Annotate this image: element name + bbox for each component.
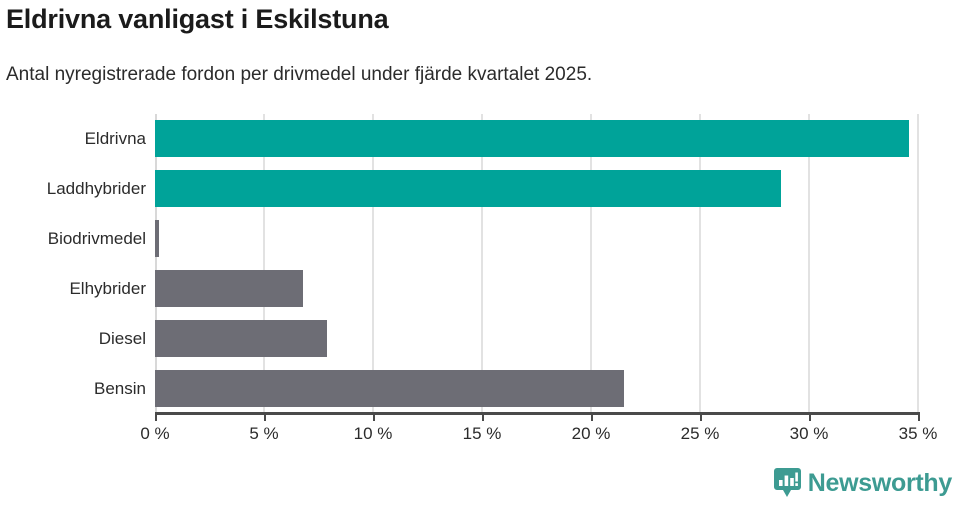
tick-label: 5 % <box>249 424 279 443</box>
x-axis-line <box>155 412 919 415</box>
bar-bensin <box>155 369 624 407</box>
tick-label: 35 % <box>898 424 938 443</box>
tick-label: 30 % <box>789 424 829 443</box>
tick-label: 0 % <box>140 424 170 443</box>
category-label: Eldrivna <box>84 129 146 149</box>
gridline <box>481 114 483 413</box>
tick-mark <box>591 412 593 421</box>
tick-mark <box>264 412 266 421</box>
brand-name: Newsworthy <box>807 468 953 497</box>
bar-biodrivmedel <box>155 220 160 258</box>
category-label: Biodrivmedel <box>47 229 146 249</box>
gridline <box>155 114 157 413</box>
chart-subtitle: Antal nyregistrerade fordon per drivmede… <box>6 64 593 85</box>
tick-mark <box>155 412 157 421</box>
bar-chart-speech-bubble-icon <box>773 468 801 497</box>
tick-label: 10 % <box>353 424 393 443</box>
tick-label: 15 % <box>462 424 502 443</box>
bar-row <box>155 369 918 407</box>
bar-elhybrider <box>155 269 304 307</box>
bar-row <box>155 220 918 258</box>
gridline <box>699 114 701 413</box>
bar-row <box>155 269 918 307</box>
tick-mark <box>482 412 484 421</box>
bar-eldrivna <box>155 120 910 158</box>
newsworthy-logo[interactable]: Newsworthy <box>773 468 953 498</box>
bar-row <box>155 120 918 158</box>
gridline <box>372 114 374 413</box>
tick-mark <box>700 412 702 421</box>
category-label: Laddhybrider <box>46 179 146 199</box>
tick-label: 25 % <box>680 424 720 443</box>
gridline <box>590 114 592 413</box>
gridlines <box>155 114 919 413</box>
y-axis-category-labels: Eldrivna Laddhybrider Biodrivmedel Elhybrid… <box>0 114 146 413</box>
tick-mark <box>373 412 375 421</box>
tick-label: 20 % <box>571 424 611 443</box>
plot-area <box>155 114 919 413</box>
gridline <box>917 114 919 413</box>
tick-mark <box>809 412 811 421</box>
bar-laddhybrider <box>155 170 781 208</box>
tick-mark <box>918 412 920 421</box>
category-label: Bensin <box>94 378 146 398</box>
bar-row <box>155 170 918 208</box>
gridline <box>808 114 810 413</box>
bar-diesel <box>155 319 328 357</box>
category-label: Elhybrider <box>69 278 146 298</box>
bar-row <box>155 319 918 357</box>
chart-title: Eldrivna vanligast i Eskilstuna <box>6 4 389 34</box>
category-label: Diesel <box>98 328 146 348</box>
gridline <box>263 114 265 413</box>
bar-series <box>155 114 918 413</box>
